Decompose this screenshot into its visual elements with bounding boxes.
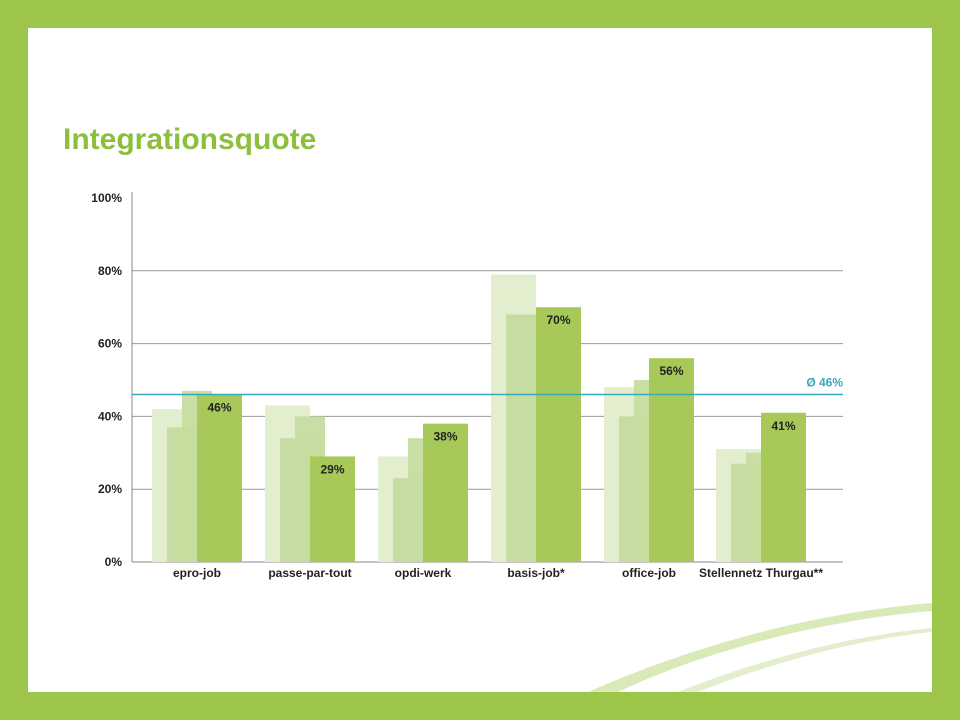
bar-series-4 [310, 456, 355, 562]
bar-series-4 [197, 394, 242, 562]
average-label: Ø 46% [806, 376, 843, 390]
y-tick-label: 60% [98, 337, 122, 351]
x-category-label: basis-job* [507, 566, 565, 580]
x-category-label: opdi-werk [395, 566, 452, 580]
bar-value-label: 56% [659, 364, 683, 378]
bar-series-4 [761, 412, 806, 562]
y-tick-label: 0% [105, 555, 123, 569]
y-tick-label: 20% [98, 482, 122, 496]
bar-value-label: 29% [320, 462, 344, 476]
slide-title: Integrationsquote [63, 123, 317, 156]
x-category-label: Stellennetz Thurgau** [699, 566, 823, 580]
bar-value-label: 41% [771, 419, 795, 433]
bar-value-label: 38% [433, 430, 457, 444]
bar-series-4 [423, 423, 468, 562]
bar-series-4 [536, 307, 581, 562]
bar-chart: 0% 20% 40% 60% 80% 100% 46% epro-job 29% passe-pa… [91, 191, 843, 580]
y-tick-label: 100% [91, 191, 122, 205]
y-tick-label: 80% [98, 264, 122, 278]
bar-series-4 [649, 358, 694, 562]
bar-value-label: 70% [546, 313, 570, 327]
slide: Integrationsquote 0% 20% 40% 60% 80% 100% 46% e… [28, 28, 932, 692]
bar-value-label: 46% [207, 401, 231, 415]
y-tick-label: 40% [98, 409, 122, 423]
x-category-label: passe-par-tout [268, 566, 351, 580]
x-category-label: office-job [622, 566, 676, 580]
decorative-swoosh [588, 603, 932, 692]
x-category-label: epro-job [173, 566, 221, 580]
